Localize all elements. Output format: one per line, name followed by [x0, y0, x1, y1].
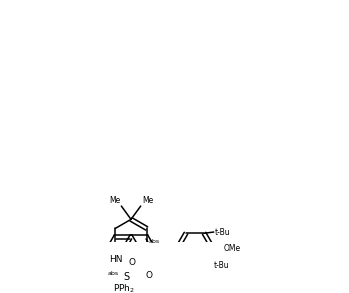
Text: O: O — [128, 258, 135, 267]
Text: t-Bu: t-Bu — [215, 228, 230, 236]
Text: OMe: OMe — [224, 244, 241, 253]
Text: PPh$_2$: PPh$_2$ — [113, 282, 135, 293]
Text: abs: abs — [108, 270, 119, 275]
Text: HN: HN — [110, 255, 123, 264]
Text: t-Bu: t-Bu — [213, 261, 229, 270]
Text: S: S — [124, 272, 130, 282]
Text: Me: Me — [109, 196, 120, 205]
Text: O: O — [145, 271, 152, 280]
Text: Me: Me — [142, 196, 153, 205]
Text: abs: abs — [149, 239, 160, 244]
